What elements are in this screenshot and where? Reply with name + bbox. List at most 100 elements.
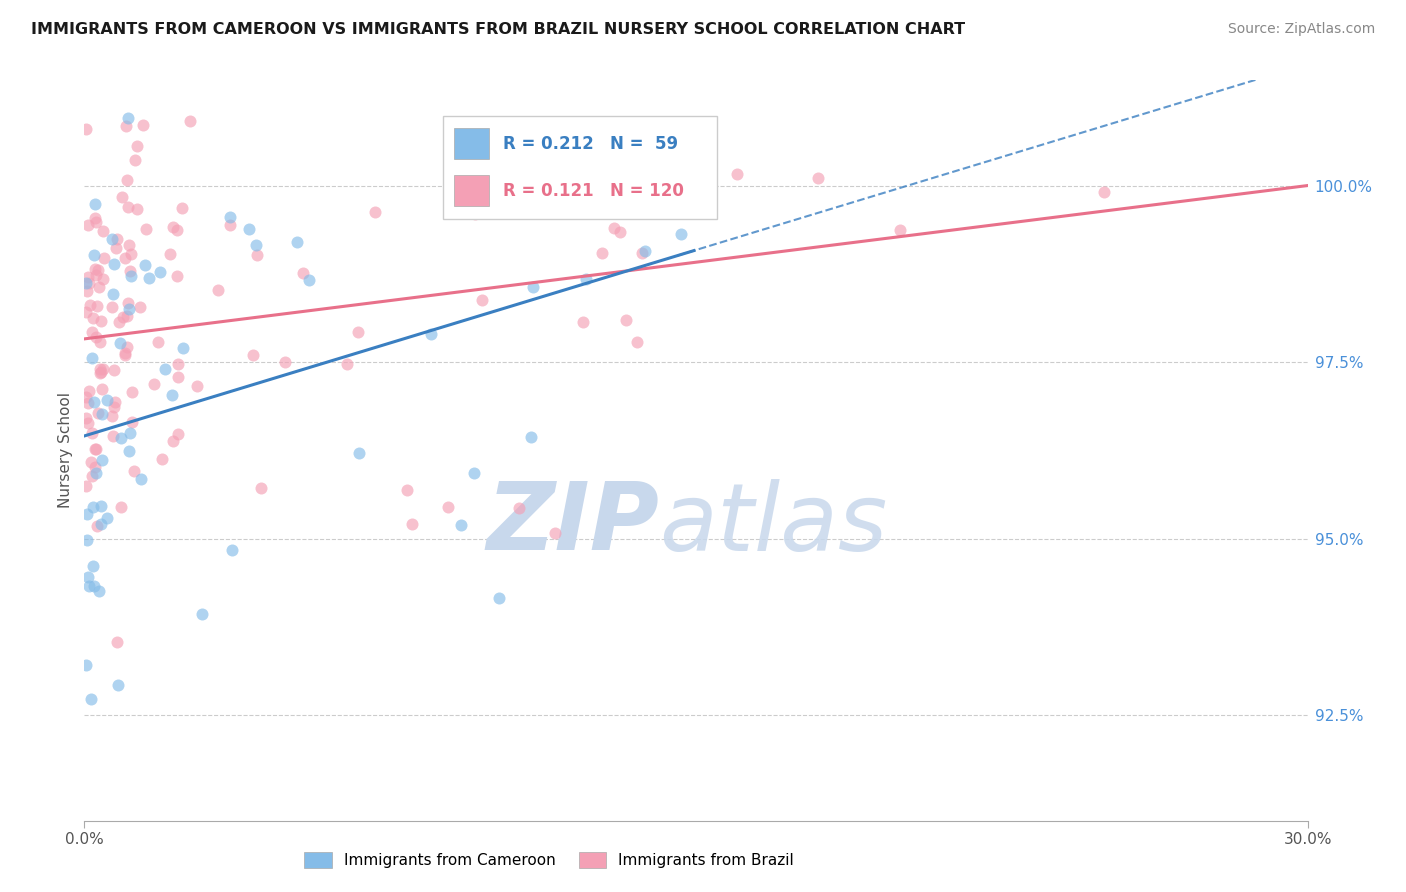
Point: [298, 273, 321, 287]
Point: [115, 309, 138, 323]
Point: [134, 258, 156, 272]
Point: [87, 280, 110, 294]
Point: [626, 334, 648, 349]
Point: [96, 511, 118, 525]
Point: [101, 429, 124, 443]
Point: [250, 481, 273, 495]
Point: [246, 248, 269, 262]
Point: [544, 526, 567, 541]
Text: atlas: atlas: [659, 479, 887, 570]
Point: [117, 296, 139, 310]
Point: [111, 190, 134, 204]
Point: [75, 479, 97, 493]
Point: [103, 257, 125, 271]
Point: [76, 285, 98, 299]
Point: [167, 427, 190, 442]
Point: [115, 172, 138, 186]
Point: [285, 235, 308, 250]
Point: [93, 251, 115, 265]
Point: [150, 452, 173, 467]
Point: [336, 357, 359, 371]
Point: [91, 224, 114, 238]
Text: R = 0.121: R = 0.121: [503, 182, 593, 200]
Point: [104, 241, 127, 255]
Point: [84, 262, 107, 277]
Text: N = 120: N = 120: [610, 182, 683, 200]
Point: [83, 211, 105, 226]
Point: [166, 223, 188, 237]
Point: [364, 204, 387, 219]
Point: [79, 298, 101, 312]
Point: [138, 271, 160, 285]
Point: [76, 507, 98, 521]
Point: [117, 340, 139, 354]
Text: R = 0.212: R = 0.212: [503, 135, 593, 153]
Point: [572, 315, 595, 329]
Point: [450, 518, 472, 533]
Point: [101, 286, 124, 301]
Point: [488, 591, 510, 606]
Point: [108, 336, 131, 351]
Point: [89, 361, 111, 376]
Point: [80, 325, 103, 339]
Point: [218, 211, 240, 225]
Point: [170, 202, 193, 216]
Point: [114, 348, 136, 362]
Point: [135, 222, 157, 236]
Point: [76, 533, 98, 547]
Point: [91, 362, 114, 376]
Point: [172, 341, 194, 355]
Point: [83, 395, 105, 409]
Point: [86, 263, 108, 277]
Point: [101, 232, 124, 246]
Point: [166, 357, 188, 371]
Point: [80, 692, 103, 706]
Point: [245, 238, 267, 252]
Point: [90, 313, 112, 327]
Point: [191, 607, 214, 621]
Point: [110, 431, 132, 445]
Point: [146, 334, 169, 349]
Point: [508, 501, 530, 516]
Point: [75, 304, 97, 318]
Point: [160, 388, 183, 402]
Point: [96, 392, 118, 407]
Y-axis label: Nursery School: Nursery School: [58, 392, 73, 508]
Point: [129, 472, 152, 486]
Point: [82, 425, 104, 440]
Point: [87, 406, 110, 420]
Point: [118, 238, 141, 252]
Point: [118, 444, 141, 458]
Point: [117, 112, 139, 126]
Point: [242, 348, 264, 362]
Point: [90, 499, 112, 513]
Point: [90, 365, 112, 379]
Point: [633, 244, 655, 258]
Point: [122, 464, 145, 478]
Point: [614, 312, 637, 326]
Point: [87, 584, 110, 599]
Point: [655, 37, 678, 52]
Point: [75, 658, 97, 673]
Point: [120, 269, 142, 284]
Point: [84, 442, 107, 456]
Point: [807, 171, 830, 186]
Point: [118, 301, 141, 316]
Point: [84, 197, 107, 211]
Point: [120, 246, 142, 260]
Point: [105, 634, 128, 648]
Point: [84, 268, 107, 282]
Point: [80, 351, 103, 365]
Point: [155, 361, 177, 376]
Point: [75, 122, 97, 136]
Point: [159, 247, 181, 261]
Point: [347, 325, 370, 339]
Point: [471, 293, 494, 307]
Point: [889, 223, 911, 237]
Text: N =  59: N = 59: [610, 135, 678, 153]
Text: ZIP: ZIP: [486, 478, 659, 571]
Point: [90, 516, 112, 531]
Point: [90, 383, 112, 397]
Point: [186, 378, 208, 392]
Point: [76, 569, 98, 583]
